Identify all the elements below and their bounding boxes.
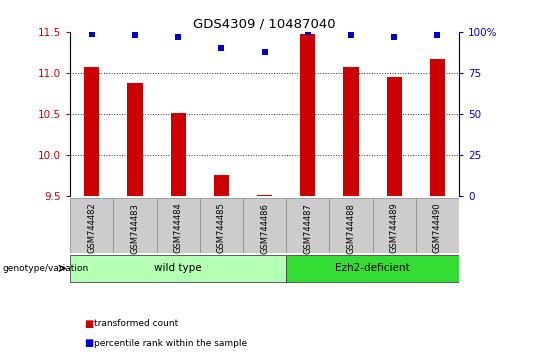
- Text: GSM744484: GSM744484: [174, 202, 183, 253]
- Bar: [127, 83, 143, 196]
- Bar: [214, 175, 229, 196]
- Text: wild type: wild type: [154, 263, 202, 273]
- Text: GSM744487: GSM744487: [303, 202, 312, 253]
- Bar: [286, 255, 459, 282]
- Text: ■: ■: [84, 319, 93, 329]
- Bar: [430, 59, 445, 196]
- Bar: [243, 198, 286, 253]
- Text: percentile rank within the sample: percentile rank within the sample: [94, 339, 248, 348]
- Text: GSM744485: GSM744485: [217, 202, 226, 253]
- Point: [174, 34, 183, 40]
- Text: ■: ■: [84, 338, 93, 348]
- Bar: [157, 198, 200, 253]
- Point: [131, 32, 139, 38]
- Bar: [387, 77, 402, 196]
- Point: [390, 34, 399, 40]
- Title: GDS4309 / 10487040: GDS4309 / 10487040: [193, 18, 336, 31]
- Bar: [286, 198, 329, 253]
- Text: GSM744486: GSM744486: [260, 202, 269, 253]
- Text: Ezh2-deficient: Ezh2-deficient: [335, 263, 410, 273]
- Text: genotype/variation: genotype/variation: [3, 264, 89, 273]
- Bar: [70, 198, 113, 253]
- Bar: [416, 198, 459, 253]
- Text: GSM744490: GSM744490: [433, 202, 442, 253]
- Bar: [171, 113, 186, 196]
- Bar: [113, 198, 157, 253]
- Text: transformed count: transformed count: [94, 319, 179, 329]
- Text: GSM744482: GSM744482: [87, 202, 96, 253]
- Bar: [300, 34, 315, 196]
- Point: [87, 31, 96, 36]
- Text: GSM744483: GSM744483: [131, 202, 139, 253]
- Bar: [70, 255, 286, 282]
- Bar: [257, 195, 272, 196]
- Bar: [329, 198, 373, 253]
- Bar: [200, 198, 243, 253]
- Point: [217, 46, 226, 51]
- Point: [303, 29, 312, 35]
- Bar: [84, 67, 99, 196]
- Text: GSM744489: GSM744489: [390, 202, 399, 253]
- Bar: [343, 67, 359, 196]
- Point: [347, 32, 355, 38]
- Text: GSM744488: GSM744488: [347, 202, 355, 253]
- Point: [260, 49, 269, 55]
- Point: [433, 32, 442, 38]
- Bar: [373, 198, 416, 253]
